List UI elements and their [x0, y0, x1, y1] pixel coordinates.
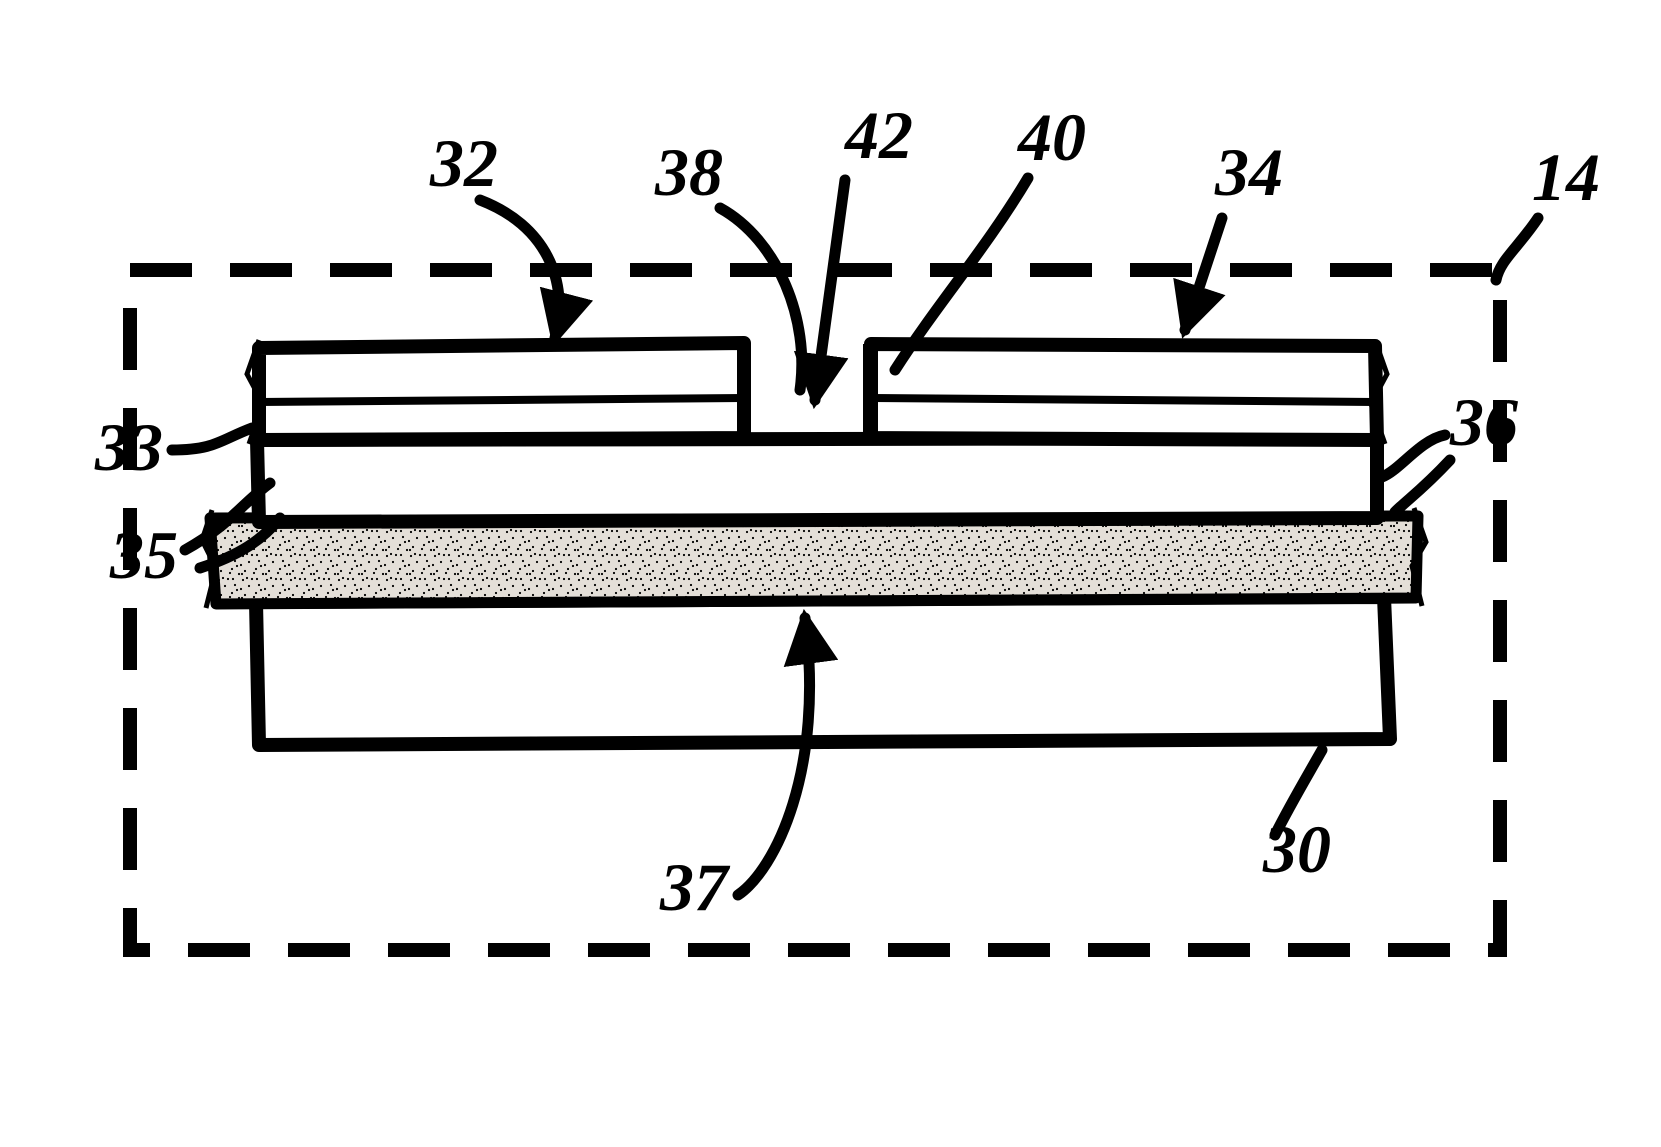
label-30: 30 [1262, 811, 1331, 887]
patent-figure: 14 30 32 33 34 35 36 37 38 40 42 [0, 0, 1661, 1147]
label-40: 40 [1016, 99, 1086, 175]
top-left-32 [259, 343, 744, 440]
top-left-inner-line [259, 398, 744, 402]
label-42: 42 [843, 97, 913, 173]
label-35: 35 [109, 517, 178, 593]
leader-line [172, 428, 252, 450]
label-38: 38 [654, 134, 723, 210]
label-32: 32 [429, 125, 498, 201]
top-right-34 [871, 344, 1377, 440]
stippled-layer-37 [210, 516, 1418, 604]
label-37: 37 [659, 849, 731, 925]
substrate-30 [256, 597, 1390, 745]
label-14: 14 [1532, 139, 1600, 215]
mid-layer [257, 438, 1377, 522]
label-33: 33 [94, 409, 163, 485]
label-36: 36 [1449, 384, 1518, 460]
label-34: 34 [1214, 134, 1283, 210]
leader-line [1496, 218, 1538, 280]
leader-line [815, 180, 845, 400]
top-right-inner-line [871, 398, 1375, 402]
